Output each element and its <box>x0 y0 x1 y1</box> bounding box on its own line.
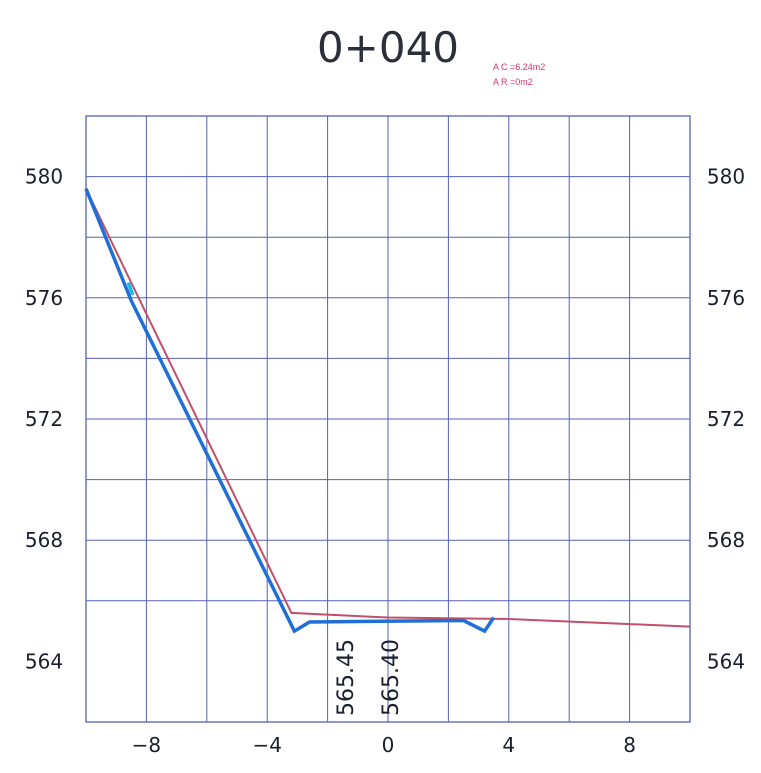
y-tick-label-left: 572 <box>25 407 63 431</box>
area-cut-note: A C =6.24m2 <box>493 62 545 72</box>
y-axis-left: 580 576 572 568 564 <box>25 165 63 674</box>
y-tick-label-right: 568 <box>707 528 745 552</box>
x-tick-label: −4 <box>252 733 281 757</box>
series-line-design <box>84 188 496 634</box>
y-tick-label-left: 580 <box>25 165 63 189</box>
y-tick-label-right: 580 <box>707 165 745 189</box>
y-tick-label-right: 564 <box>707 649 745 673</box>
grid <box>85 115 691 723</box>
series-line-design-slope-start <box>126 282 135 296</box>
chart-title: 0+040 <box>317 23 459 72</box>
y-tick-label-left: 576 <box>25 286 63 310</box>
x-tick-label: −8 <box>132 733 161 757</box>
elevation-label: 565.45 <box>334 639 359 716</box>
y-axis-right: 580 576 572 568 564 <box>707 165 745 674</box>
series-layer <box>84 188 691 634</box>
x-tick-label: 8 <box>623 733 636 757</box>
x-tick-label: 0 <box>382 733 395 757</box>
y-tick-label-left: 564 <box>25 649 63 673</box>
y-tick-label-right: 572 <box>707 407 745 431</box>
area-fill-note: A R =0m2 <box>493 77 533 87</box>
x-tick-label: 4 <box>502 733 515 757</box>
series-line-ground <box>85 188 691 628</box>
x-axis: −8 −4 0 4 8 <box>132 733 636 757</box>
y-tick-label-right: 576 <box>707 286 745 310</box>
y-tick-label-left: 568 <box>25 528 63 552</box>
elevation-label: 565.40 <box>379 639 404 716</box>
elevation-labels: 565.45 565.40 <box>334 639 404 716</box>
